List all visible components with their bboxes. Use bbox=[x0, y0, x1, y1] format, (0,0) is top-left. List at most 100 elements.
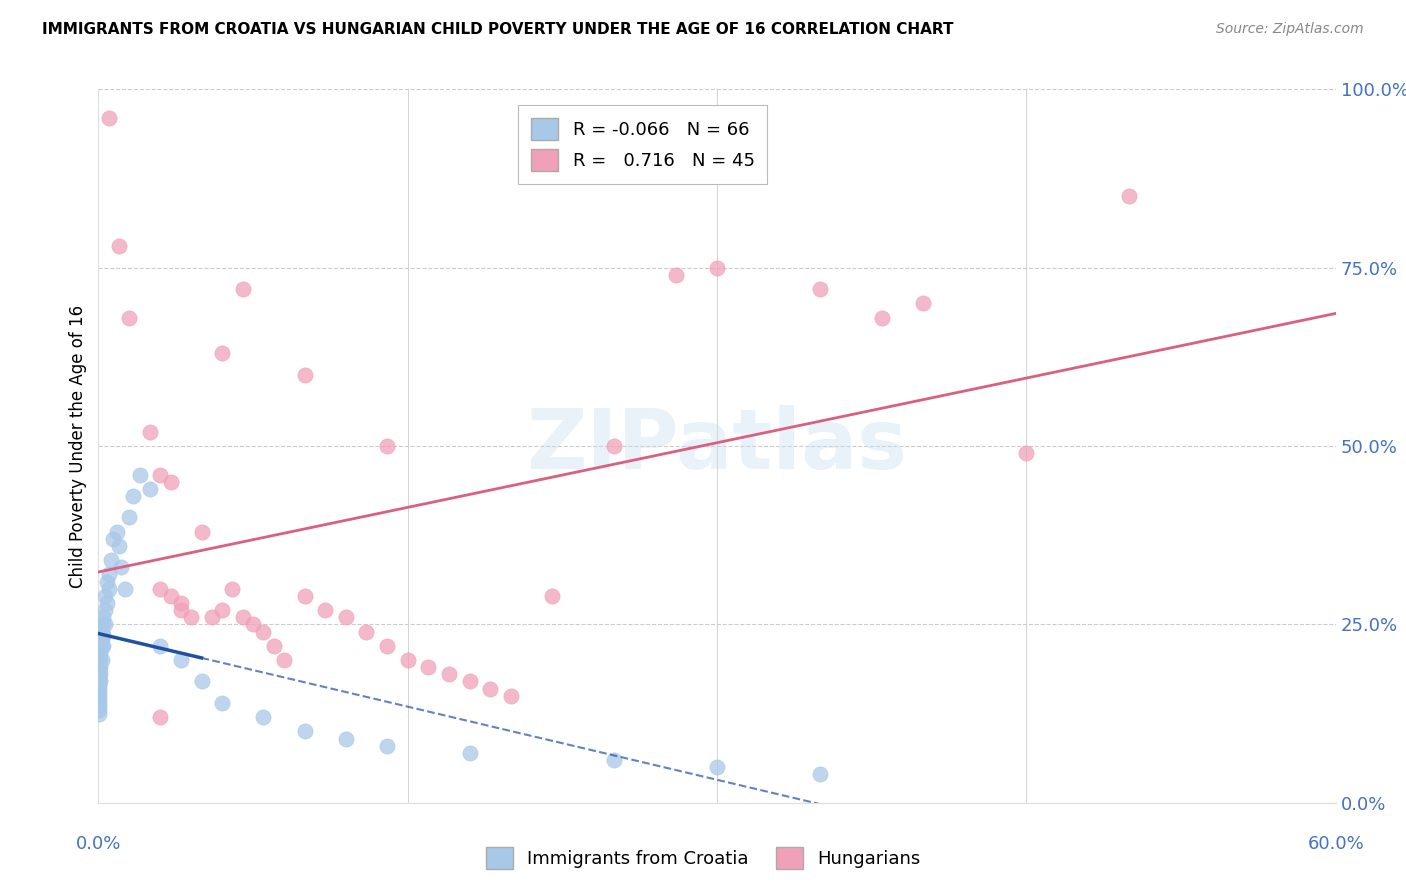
Point bbox=[89, 678, 111, 692]
Point bbox=[122, 489, 145, 503]
Point bbox=[89, 692, 111, 706]
Point bbox=[89, 667, 111, 681]
Point bbox=[93, 603, 115, 617]
Point bbox=[159, 475, 181, 489]
Point bbox=[89, 696, 111, 710]
Point bbox=[211, 696, 233, 710]
Point bbox=[89, 653, 111, 667]
Point bbox=[190, 674, 212, 689]
Point bbox=[190, 524, 212, 539]
Point bbox=[91, 628, 114, 642]
Point bbox=[437, 667, 460, 681]
Point bbox=[89, 699, 111, 714]
Point bbox=[263, 639, 285, 653]
Point bbox=[706, 760, 728, 774]
Point bbox=[89, 674, 111, 689]
Point bbox=[89, 639, 111, 653]
Point bbox=[603, 753, 626, 767]
Legend: Immigrants from Croatia, Hungarians: Immigrants from Croatia, Hungarians bbox=[478, 839, 928, 876]
Point bbox=[458, 674, 481, 689]
Point bbox=[603, 439, 626, 453]
Point bbox=[89, 617, 111, 632]
Point bbox=[90, 639, 112, 653]
Point bbox=[294, 724, 316, 739]
Point bbox=[479, 681, 502, 696]
Point bbox=[149, 467, 172, 482]
Point bbox=[114, 582, 136, 596]
Point bbox=[335, 731, 357, 746]
Text: 0.0%: 0.0% bbox=[76, 835, 121, 853]
Point bbox=[170, 596, 193, 610]
Point bbox=[149, 710, 172, 724]
Point bbox=[89, 660, 111, 674]
Point bbox=[93, 617, 115, 632]
Point bbox=[89, 667, 111, 681]
Point bbox=[89, 660, 111, 674]
Point bbox=[89, 657, 111, 671]
Point bbox=[93, 589, 115, 603]
Point bbox=[211, 346, 233, 360]
Point bbox=[139, 482, 162, 496]
Point bbox=[91, 610, 114, 624]
Y-axis label: Child Poverty Under the Age of 16: Child Poverty Under the Age of 16 bbox=[69, 304, 87, 588]
Point bbox=[89, 632, 111, 646]
Point bbox=[180, 610, 202, 624]
Point bbox=[665, 268, 688, 282]
Point bbox=[211, 603, 233, 617]
Point bbox=[149, 582, 172, 596]
Point bbox=[101, 532, 124, 546]
Point bbox=[294, 589, 316, 603]
Point bbox=[294, 368, 316, 382]
Point bbox=[90, 632, 112, 646]
Point bbox=[89, 689, 111, 703]
Point bbox=[105, 524, 128, 539]
Point bbox=[418, 660, 440, 674]
Point bbox=[170, 653, 193, 667]
Point bbox=[91, 617, 114, 632]
Point bbox=[97, 567, 120, 582]
Point bbox=[128, 467, 150, 482]
Point bbox=[273, 653, 295, 667]
Legend: R = -0.066   N = 66, R =   0.716   N = 45: R = -0.066 N = 66, R = 0.716 N = 45 bbox=[519, 105, 768, 184]
Point bbox=[89, 664, 111, 678]
Point bbox=[870, 310, 893, 325]
Point bbox=[89, 685, 111, 699]
Point bbox=[375, 639, 398, 653]
Point bbox=[170, 603, 193, 617]
Point bbox=[97, 582, 120, 596]
Point bbox=[108, 539, 131, 553]
Point bbox=[90, 653, 112, 667]
Point bbox=[314, 603, 336, 617]
Text: IMMIGRANTS FROM CROATIA VS HUNGARIAN CHILD POVERTY UNDER THE AGE OF 16 CORRELATI: IMMIGRANTS FROM CROATIA VS HUNGARIAN CHI… bbox=[42, 22, 953, 37]
Point bbox=[89, 706, 111, 721]
Point bbox=[89, 639, 111, 653]
Point bbox=[118, 310, 141, 325]
Text: ZIPatlas: ZIPatlas bbox=[527, 406, 907, 486]
Point bbox=[89, 653, 111, 667]
Point bbox=[201, 610, 224, 624]
Point bbox=[110, 560, 132, 574]
Text: Source: ZipAtlas.com: Source: ZipAtlas.com bbox=[1216, 22, 1364, 37]
Point bbox=[89, 646, 111, 660]
Point bbox=[808, 767, 831, 781]
Point bbox=[89, 642, 111, 657]
Point bbox=[89, 674, 111, 689]
Point bbox=[252, 624, 274, 639]
Point bbox=[108, 239, 131, 253]
Point bbox=[89, 703, 111, 717]
Point bbox=[118, 510, 141, 524]
Text: 60.0%: 60.0% bbox=[1308, 835, 1364, 853]
Point bbox=[97, 111, 120, 125]
Point bbox=[375, 439, 398, 453]
Point bbox=[912, 296, 935, 310]
Point bbox=[159, 589, 181, 603]
Point bbox=[89, 646, 111, 660]
Point bbox=[89, 649, 111, 664]
Point bbox=[149, 639, 172, 653]
Point bbox=[96, 596, 118, 610]
Point bbox=[90, 624, 112, 639]
Point bbox=[396, 653, 419, 667]
Point bbox=[232, 282, 254, 296]
Point bbox=[375, 739, 398, 753]
Point bbox=[541, 589, 564, 603]
